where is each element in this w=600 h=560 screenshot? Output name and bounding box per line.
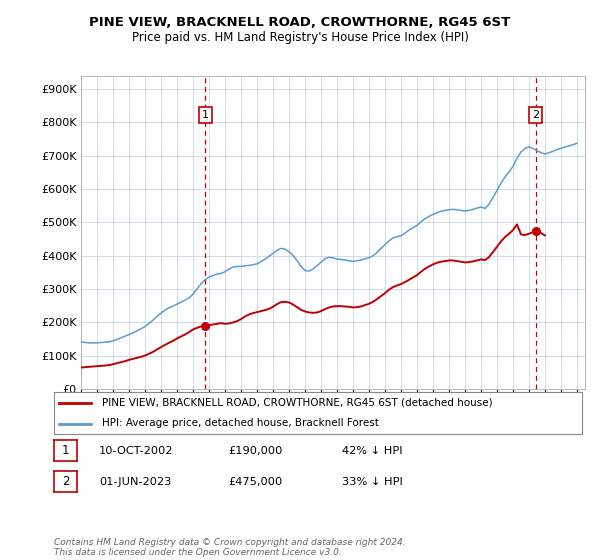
Text: 2: 2 (62, 475, 69, 488)
Text: 2: 2 (532, 110, 539, 120)
Text: 1: 1 (202, 110, 209, 120)
Text: HPI: Average price, detached house, Bracknell Forest: HPI: Average price, detached house, Brac… (101, 418, 379, 428)
Text: PINE VIEW, BRACKNELL ROAD, CROWTHORNE, RG45 6ST (detached house): PINE VIEW, BRACKNELL ROAD, CROWTHORNE, R… (101, 398, 492, 408)
Text: 1: 1 (62, 444, 69, 458)
Text: 42% ↓ HPI: 42% ↓ HPI (342, 446, 403, 456)
Text: £475,000: £475,000 (228, 477, 282, 487)
Text: £190,000: £190,000 (228, 446, 283, 456)
Text: Price paid vs. HM Land Registry's House Price Index (HPI): Price paid vs. HM Land Registry's House … (131, 31, 469, 44)
Text: PINE VIEW, BRACKNELL ROAD, CROWTHORNE, RG45 6ST: PINE VIEW, BRACKNELL ROAD, CROWTHORNE, R… (89, 16, 511, 29)
Text: Contains HM Land Registry data © Crown copyright and database right 2024.
This d: Contains HM Land Registry data © Crown c… (54, 538, 406, 557)
Text: 01-JUN-2023: 01-JUN-2023 (99, 477, 172, 487)
Text: 10-OCT-2002: 10-OCT-2002 (99, 446, 173, 456)
Text: 33% ↓ HPI: 33% ↓ HPI (342, 477, 403, 487)
